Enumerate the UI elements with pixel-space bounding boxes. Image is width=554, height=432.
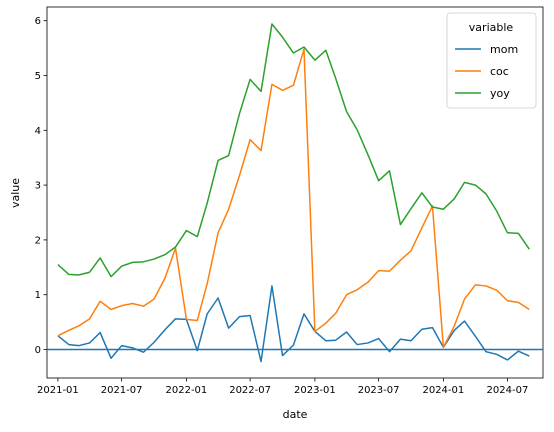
y-tick-label: 2 [35,235,41,246]
legend: variable mom coc yoy [446,12,537,109]
x-tick-label: 2021-07 [101,385,143,396]
y-tick-label: 1 [35,290,41,301]
x-tick-label: 2021-01 [37,385,79,396]
x-axis-ticks: 2021-01 2021-07 2022-01 2022-07 2023-01 2023-… [37,378,528,396]
series-line-yoy [57,23,530,278]
x-tick-label: 2024-07 [487,385,529,396]
y-axis-label: value [9,178,22,208]
y-tick-label: 0 [35,345,41,356]
series-lines [47,23,543,363]
x-tick-label: 2023-01 [294,385,336,396]
legend-label-coc: coc [490,65,509,78]
y-tick-label: 3 [35,181,41,192]
y-tick-label: 4 [35,126,41,137]
y-axis-ticks: 0 1 2 3 4 5 6 [35,16,47,356]
x-tick-label: 2022-07 [229,385,271,396]
legend-items: mom coc yoy [455,43,518,100]
y-tick-label: 6 [35,16,41,27]
legend-box [446,12,537,109]
legend-label-yoy: yoy [490,87,510,100]
x-tick-label: 2024-01 [422,385,464,396]
series-line-mom [57,285,530,363]
x-tick-label: 2022-01 [166,385,208,396]
series-line-coc [57,48,530,349]
legend-label-mom: mom [490,43,518,56]
legend-title: variable [469,21,514,34]
y-tick-label: 5 [35,71,41,82]
x-axis-label: date [283,408,308,421]
x-tick-label: 2023-07 [358,385,400,396]
plot-frame [46,6,544,379]
